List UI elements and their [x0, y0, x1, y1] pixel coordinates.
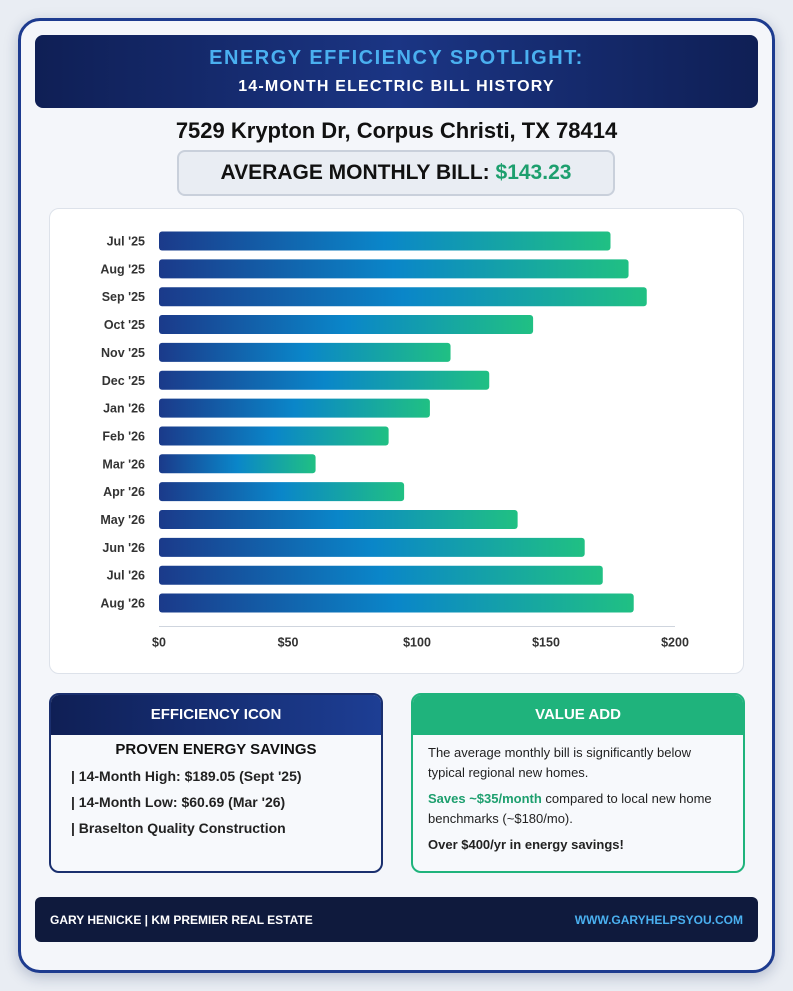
value-add-header: VALUE ADD	[413, 695, 743, 735]
x-tick-label: $150	[532, 636, 560, 650]
category-label: Oct '25	[104, 318, 145, 332]
page-footer: GARY HENICKE | KM PREMIER REAL ESTATE WW…	[35, 897, 758, 942]
bill-chart: Jul '25 Aug '25 Sep '25 Oct '25 Nov '25 Dec '…	[49, 208, 744, 674]
category-label: Dec '25	[102, 374, 145, 388]
bill-bar	[159, 565, 603, 585]
bill-chart-svg: Jul '25 Aug '25 Sep '25 Oct '25 Nov '25 Dec '…	[100, 231, 689, 650]
savings-detail: compared to local new home benchmarks (~…	[428, 791, 712, 826]
bill-bar	[159, 287, 647, 307]
property-address: 7529 Krypton Dr, Corpus Christi, TX 7841…	[175, 118, 618, 143]
value-add-paragraph-1: The average monthly bill is significantl…	[428, 745, 692, 780]
footer-website-link[interactable]: WWW.GARYHELPSYOU.COM	[574, 913, 743, 927]
bill-bar	[159, 342, 451, 362]
category-label: Aug '26	[100, 597, 145, 611]
high-label: | 14-Month High:	[71, 768, 181, 784]
bill-bar	[159, 259, 629, 279]
category-label: Sep '25	[102, 290, 145, 304]
bill-bar	[159, 593, 634, 613]
x-tick-label: $0	[152, 636, 166, 650]
category-label: Apr '26	[103, 485, 145, 499]
category-label: Jun '26	[102, 541, 145, 555]
bill-bar	[159, 370, 490, 390]
header-subtitle: 14-MONTH ELECTRIC BILL HISTORY	[238, 78, 555, 95]
footer-agent: GARY HENICKE | KM PREMIER REAL ESTATE	[50, 913, 313, 927]
value-add-paragraph-3: Over $400/yr in energy savings!	[428, 837, 624, 852]
bill-bar	[159, 398, 430, 418]
category-label: Nov '25	[101, 346, 145, 360]
low-value: $60.69 (Mar '26)	[181, 794, 286, 810]
high-item: | 14-Month High: $189.05 (Sept '25)	[71, 768, 381, 784]
efficiency-subtitle: PROVEN ENERGY SAVINGS	[115, 741, 317, 758]
category-label: Jul '26	[107, 569, 145, 583]
x-tick-label: $50	[278, 636, 299, 650]
value-add-panel: VALUE ADD The average monthly bill is si…	[411, 693, 745, 873]
bill-bar	[159, 454, 316, 474]
category-label: Feb '26	[102, 429, 145, 443]
efficiency-panel: EFFICIENCY ICON PROVEN ENERGY SAVINGS | …	[49, 693, 383, 873]
value-add-paragraph-2: Saves ~$35/month compared to local new h…	[428, 789, 727, 829]
high-value: $189.05 (Sept '25)	[184, 768, 302, 784]
low-label: | 14-Month Low:	[71, 794, 178, 810]
bill-bar	[159, 510, 518, 529]
bill-bar	[159, 482, 405, 502]
bill-bar	[159, 426, 389, 446]
bill-bar	[159, 231, 611, 251]
header-title: ENERGY EFFICIENCY SPOTLIGHT:	[209, 47, 584, 69]
category-label: Jan '26	[103, 402, 145, 416]
low-item: | 14-Month Low: $60.69 (Mar '26)	[71, 794, 381, 810]
quality-item: | Braselton Quality Construction	[71, 820, 286, 836]
savings-highlight: Saves ~$35/month	[428, 791, 542, 806]
x-tick-label: $200	[661, 636, 689, 650]
average-bill-box: AVERAGE MONTHLY BILL: $143.23	[177, 150, 615, 196]
x-tick-label: $100	[403, 636, 431, 650]
bill-bar	[159, 537, 585, 557]
page-header: ENERGY EFFICIENCY SPOTLIGHT: 14-MONTH EL…	[35, 35, 758, 108]
bill-bar	[159, 315, 534, 335]
category-label: May '26	[100, 513, 145, 527]
efficiency-header: EFFICIENCY ICON	[51, 695, 381, 735]
category-label: Mar '26	[102, 457, 145, 471]
average-bill-label: AVERAGE MONTHLY BILL:	[220, 161, 490, 184]
average-bill-value: $143.23	[495, 161, 572, 184]
category-label: Jul '25	[107, 235, 145, 249]
category-label: Aug '25	[100, 262, 145, 276]
